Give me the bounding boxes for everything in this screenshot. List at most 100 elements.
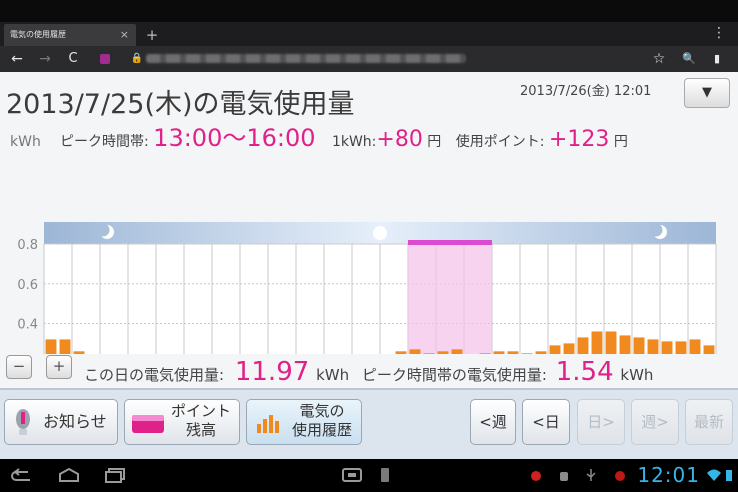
prev-day-button[interactable]: <日 [522,399,570,445]
usage-bar [59,339,71,354]
usage-bar [535,351,547,354]
y-tick-label: 0.4 [17,318,38,333]
peak-band [408,244,492,354]
usage-bar [73,351,85,354]
usage-bar [689,339,701,354]
usage-bar [45,339,57,354]
system-nav-bar: 12:01 [0,459,738,492]
notice-button[interactable]: お知らせ [4,399,118,445]
usage-chart: 00.20.40.60.8012345678910111213141516171… [17,222,717,354]
usage-history-line2: 使用履歴 [291,421,352,439]
new-tab-button[interactable]: + [145,26,159,44]
usage-bar [507,351,519,354]
bottom-toolbar: お知らせ ポイント 残高 電気の 使用履歴 <週 [0,388,738,459]
alert-icon [615,471,625,481]
usage-bar [521,353,533,354]
moon-left-icon-shadow [96,223,110,237]
rate-label: 1kWh: [331,134,377,150]
back-icon[interactable]: ← [11,51,23,67]
usage-bar [423,353,435,354]
bookmark-icon[interactable]: ▮ [713,52,721,65]
peak-info: ピーク時間帯: 13:00〜16:00 1kWh:+80 円 使用ポイント: +… [60,118,628,152]
peak-label: ピーク時間帯: [60,134,149,150]
daily-usage-value: 11.97 [234,357,310,387]
y-tick-label: 0.6 [17,278,38,293]
y-tick-label: 0.8 [17,238,38,253]
usage-summary: この日の電気使用量: 11.97 kWh ピーク時間帯の電気使用量: 1.54 … [84,357,653,387]
back-nav-icon[interactable] [10,467,34,483]
page-title: 2013/7/25(木)の電気使用量 [6,89,355,120]
points-balance-line2: 残高 [185,421,216,439]
usage-bar [647,339,659,354]
android-icon [560,472,568,481]
rate-unit: 円 [427,134,442,150]
usage-bar [591,331,603,354]
next-week-button[interactable]: 週> [631,399,679,445]
forward-icon[interactable]: → [39,51,51,67]
recents-nav-icon[interactable] [104,467,126,483]
points-balance-label: ポイント 残高 [165,402,237,440]
points-value: +123 [548,127,610,152]
phone-icon [381,468,389,482]
chevron-down-icon: ▼ [702,85,712,100]
bar-chart-icon [257,415,279,433]
date-dropdown-button[interactable]: ▼ [684,78,730,108]
wifi-battery-icon [707,469,732,481]
usage-bar [703,345,715,354]
reload-icon[interactable]: C [68,51,78,66]
app-content: 2013/7/25(木)の電気使用量 2013/7/26(金) 12:01 ▼ … [0,72,738,459]
prev-week-button[interactable]: <週 [470,399,516,445]
star-icon[interactable]: ☆ [652,51,666,67]
daily-usage-label: この日の電気使用量: [84,366,225,384]
points-unit: 円 [613,134,628,150]
usage-history-label: 電気の 使用履歴 [285,402,359,440]
wallet-icon [132,415,164,433]
usage-bar [395,351,407,354]
points-balance-button[interactable]: ポイント 残高 [124,399,240,445]
points-label: 使用ポイント: [455,134,545,150]
peak-usage-unit: kWh [620,366,654,384]
moon-right-icon-shadow [649,223,663,237]
peak-usage-label: ピーク時間帯の電気使用量: [361,366,547,384]
peak-usage-value: 1.54 [555,357,614,387]
points-balance-line1: ポイント [170,402,231,420]
browser-tab-bar: 電気の使用履歴 × [0,22,738,46]
usage-bar [661,341,673,354]
usage-bar [451,349,463,354]
usage-bar [633,337,645,354]
usage-history-line1: 電気の [299,402,345,420]
usage-bar [437,351,449,354]
tab-close-icon[interactable]: × [119,28,129,41]
notice-bulb-icon [16,409,30,435]
peak-time: 13:00〜16:00 [153,124,316,152]
y-axis-unit: kWh [10,134,41,150]
browser-menu-icon[interactable]: ⋮ [712,25,726,41]
site-favicon-icon [100,54,110,64]
tab-title: 電気の使用履歴 [10,30,66,39]
usage-bar [675,341,687,354]
zoom-out-button[interactable]: − [6,355,32,379]
latest-button[interactable]: 最新 [685,399,733,445]
home-nav-icon[interactable] [58,467,80,483]
browser-tab[interactable]: 電気の使用履歴 × [4,24,136,46]
lock-icon: 🔒 [130,53,144,64]
peak-band-top [408,240,492,245]
usage-bar [549,345,561,354]
browser-url-bar: ← → C 🔒 ☆ 🔍 ▮ [0,46,738,72]
screenshot-icon[interactable] [342,468,362,482]
zoom-in-button[interactable]: + [46,355,72,379]
daily-usage-unit: kWh [316,366,350,384]
url-field[interactable] [146,54,466,63]
status-strip [0,0,738,22]
sun-icon [373,226,387,240]
usage-history-button[interactable]: 電気の 使用履歴 [246,399,362,445]
search-icon[interactable]: 🔍 [682,52,696,65]
usage-bar [577,337,589,354]
notice-label: お知らせ [43,412,107,431]
system-clock: 12:01 [637,463,700,487]
next-day-button[interactable]: 日> [577,399,625,445]
usage-bar [605,331,617,354]
usage-bar [619,335,631,354]
record-icon [531,471,541,481]
current-datetime: 2013/7/26(金) 12:01 [520,84,652,99]
